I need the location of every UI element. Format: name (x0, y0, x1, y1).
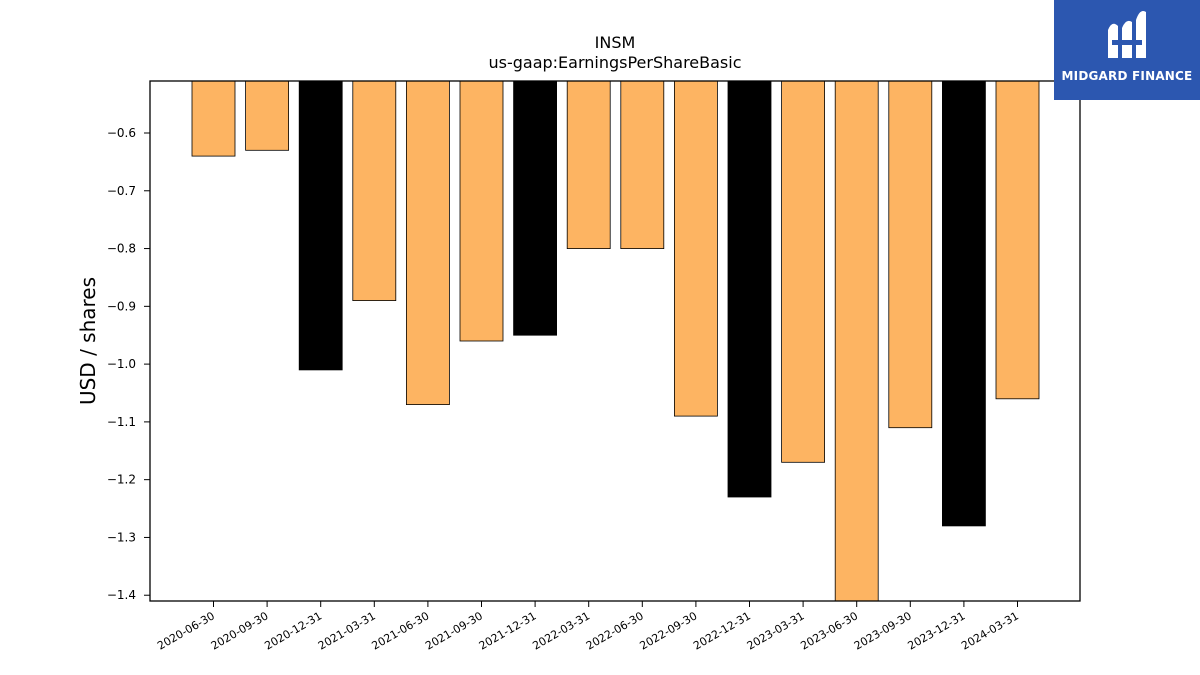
y-tick-label: −0.6 (107, 126, 136, 140)
bar-2022-03-31 (566, 80, 611, 250)
x-tick-label: 2022-03-31 (530, 609, 592, 652)
x-tick-label: 2023-03-31 (745, 609, 807, 652)
chart-title: INSM (594, 33, 636, 52)
x-tick-label: 2020-06-30 (155, 609, 217, 652)
x-tick-label: 2022-09-30 (638, 609, 700, 652)
y-axis-label: USD / shares (76, 276, 100, 406)
bar-2020-12-31 (298, 80, 343, 371)
chart-subtitle: us-gaap:EarningsPerShareBasic (488, 53, 742, 72)
bar-2021-12-31 (513, 80, 557, 336)
y-tick-label: −0.9 (107, 299, 136, 313)
x-tick-label: 2021-06-30 (370, 609, 432, 652)
x-tick-label: 2021-03-31 (316, 609, 378, 652)
logo-text: MIDGARD FINANCE (1061, 69, 1193, 83)
bar-2021-09-30 (459, 80, 504, 342)
bar-2021-03-31 (352, 80, 397, 302)
bar-2023-09-30 (888, 80, 933, 429)
y-axis-ticks: −0.6 −0.7 −0.8 −0.9 −1.0 −1.1 −1.2 −1.3 −1.4 (107, 126, 150, 602)
y-tick-label: −0.8 (107, 242, 136, 256)
x-tick-label: 2020-12-31 (262, 609, 324, 652)
x-tick-label: 2023-09-30 (852, 609, 914, 652)
bar-2022-09-30 (674, 80, 718, 417)
y-tick-label: −1.3 (107, 530, 136, 544)
bar-2022-12-31 (727, 80, 772, 498)
x-tick-label: 2022-06-30 (584, 609, 646, 652)
x-tick-label: 2023-06-30 (798, 609, 860, 652)
y-tick-label: −0.7 (107, 184, 136, 198)
x-tick-label: 2021-09-30 (423, 609, 485, 652)
x-tick-label: 2023-12-31 (906, 609, 968, 652)
y-tick-label: −1.1 (107, 415, 136, 429)
bars-group (191, 80, 1040, 602)
plot-frame (149, 80, 1081, 602)
logo: MIDGARD FINANCE (1054, 0, 1200, 100)
y-tick-label: −1.0 (107, 357, 136, 371)
x-tick-label: 2022-12-31 (691, 609, 753, 652)
x-axis-ticks: 2020-06-302020-09-302020-12-312021-03-31… (155, 601, 1021, 653)
x-tick-label: 2020-09-30 (209, 609, 271, 652)
x-tick-label: 2021-12-31 (477, 609, 539, 652)
bar-2021-06-30 (405, 80, 450, 406)
bar-2022-06-30 (620, 80, 665, 250)
y-tick-label: −1.4 (107, 588, 136, 602)
bar-2020-06-30 (191, 80, 236, 157)
y-tick-label: −1.2 (107, 473, 136, 487)
bar-2023-06-30 (834, 80, 879, 602)
bar-2023-03-31 (781, 80, 825, 463)
bar-2020-09-30 (245, 80, 290, 151)
logo-mark-icon (1054, 0, 1200, 100)
x-tick-label: 2024-03-31 (959, 609, 1021, 652)
bar-2024-03-31 (995, 80, 1040, 400)
bar-2023-12-31 (942, 80, 986, 527)
